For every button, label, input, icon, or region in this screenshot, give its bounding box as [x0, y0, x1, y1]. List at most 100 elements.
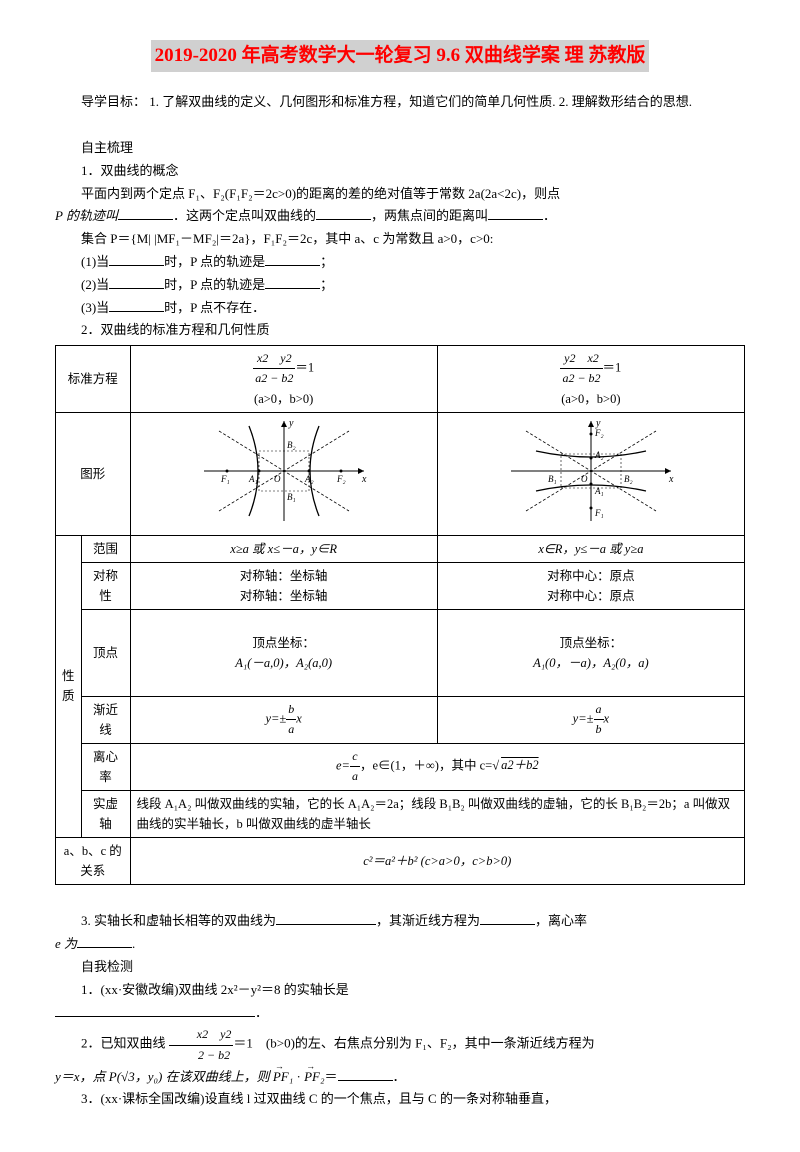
svg-text:F₂: F₂	[336, 474, 346, 484]
svg-text:B₂: B₂	[624, 474, 633, 484]
case-1: (1)当时，P 点的轨迹是；	[55, 252, 745, 273]
hyperbola-horizontal-icon: x y F₁ F₂ A₁ A₂ B₂ B₁ O	[199, 416, 369, 526]
blank	[480, 912, 535, 925]
svg-text:F₁: F₁	[594, 508, 604, 518]
cell-group: 性 质	[56, 535, 82, 837]
cell-label: 实虚轴	[81, 790, 130, 837]
cell: x∈R，y≤－a 或 y≥a	[437, 535, 744, 562]
blank	[109, 276, 164, 289]
text: 对称中心：原点	[547, 569, 635, 583]
svg-text:A₁: A₁	[248, 474, 258, 484]
set-line: 集合 P＝{M| |MF₁－MF₂|＝2a}，F₁F₂＝2c，其中 a、c 为常…	[55, 229, 745, 250]
fraction: ab	[594, 700, 604, 739]
cell-label: a、b、c 的关系	[56, 837, 131, 884]
svg-text:x: x	[668, 474, 674, 485]
intro: 导学目标： 1. 了解双曲线的定义、几何图形和标准方程，知道它们的简单几何性质.…	[55, 92, 745, 113]
blank	[338, 1068, 393, 1081]
text: ．	[255, 1005, 268, 1020]
num: a	[594, 700, 604, 720]
num: x2 y2	[169, 1025, 234, 1045]
svg-text:A₂: A₂	[594, 450, 604, 460]
text: ，离心率	[535, 913, 587, 928]
text: ，其渐近线方程为	[376, 913, 480, 928]
svg-text:B₁: B₁	[287, 492, 296, 502]
svg-text:O: O	[581, 474, 588, 484]
cell-equation: x2 y2a2 − b2＝1 (a>0，b>0)	[130, 346, 437, 412]
num: c	[350, 747, 360, 767]
table-row: 实虚轴 线段 A₁A₂ 叫做双曲线的实轴，它的长 A₁A₂＝2a；线段 B₁B₂…	[56, 790, 745, 837]
fraction: ca	[350, 747, 360, 786]
blank	[488, 207, 543, 220]
cell: 顶点坐标：A₁(－a,0)，A₂(a,0)	[130, 609, 437, 696]
text: 时，P 点不存在．	[164, 300, 265, 315]
blank	[118, 207, 173, 220]
concept-line-1: 平面内到两个定点 F₁、F₂(F₁F₂＝2c>0)的距离的差的绝对值等于常数 2…	[55, 184, 745, 205]
text: 2．已知双曲线	[81, 1036, 166, 1051]
text: y＝x，点 P(√3，y₀) 在该双曲线上，则	[55, 1069, 270, 1084]
dot: ·	[296, 1069, 300, 1084]
svg-text:F₁: F₁	[220, 474, 230, 484]
blank	[55, 1004, 255, 1017]
table-row: a、b、c 的关系 c²＝a²＋b² (c>a>0，c>b>0)	[56, 837, 745, 884]
text: 对称轴：坐标轴	[240, 569, 328, 583]
question-2b: y＝x，点 P(√3，y₀) 在该双曲线上，则 PF₁ · PF₂＝．	[55, 1067, 745, 1088]
text: ＝1 (b>0)的左、右焦点分别为 F₁、F₂，其中一条渐近线方程为	[233, 1036, 594, 1051]
hyperbola-vertical-icon: x y F₂ F₁ A₂ A₁ B₁ B₂ O	[506, 416, 676, 526]
title-wrap: 2019-2020 年高考数学大一轮复习 9.6 双曲线学案 理 苏教版	[55, 40, 745, 90]
cell-label: 顶点	[81, 609, 130, 696]
cell-label: 渐近线	[81, 696, 130, 743]
text: 3. 实轴长和虚轴长相等的双曲线为	[81, 913, 276, 928]
blank	[109, 299, 164, 312]
svg-text:A₂: A₂	[304, 474, 314, 484]
text: .	[132, 936, 135, 951]
text: 时，P 点的轨迹是	[164, 277, 265, 292]
table-row: 顶点 顶点坐标：A₁(－a,0)，A₂(a,0) 顶点坐标：A₁(0，－a)，A…	[56, 609, 745, 696]
svg-text:B₁: B₁	[548, 474, 557, 484]
table-row: 渐近线 y=±bax y=±abx	[56, 696, 745, 743]
cell-label: 范围	[81, 535, 130, 562]
den: a	[286, 720, 296, 739]
cell: y=±bax	[130, 696, 437, 743]
text: ．这两个定点叫双曲线的	[173, 208, 316, 223]
num: b	[286, 700, 296, 720]
item-3: 3. 实轴长和虚轴长相等的双曲线为 ，其渐近线方程为 ，离心率	[55, 911, 745, 932]
cell: y=±abx	[437, 696, 744, 743]
item-3b: e 为.	[55, 934, 745, 955]
text: e 为	[55, 936, 77, 951]
fraction: x2 y2a2 − b2	[253, 349, 295, 388]
cell: 顶点坐标：A₁(0，－a)，A₂(0，a)	[437, 609, 744, 696]
vector-pf2: PF₂	[304, 1069, 324, 1084]
table-row: 标准方程 x2 y2a2 − b2＝1 (a>0，b>0) y2 x2a2 − …	[56, 346, 745, 412]
text: (2)当	[81, 277, 109, 292]
svg-text:O: O	[274, 474, 281, 484]
den: 2 − b2	[169, 1046, 234, 1065]
text: (3)当	[81, 300, 109, 315]
text: e=	[336, 758, 350, 772]
section-heading: 自主梳理	[55, 138, 745, 159]
text: 时，P 点的轨迹是	[164, 254, 265, 269]
text: 对称轴：坐标轴	[240, 589, 328, 603]
text: ＝1	[603, 361, 622, 375]
blank	[109, 253, 164, 266]
table-row: 离心率 e=ca，e∈(1，＋∞)，其中 c=√a2＋b2	[56, 743, 745, 790]
case-3: (3)当 时，P 点不存在．	[55, 298, 745, 319]
page-title: 2019-2020 年高考数学大一轮复习 9.6 双曲线学案 理 苏教版	[151, 40, 650, 72]
case-2: (2)当 时，P 点的轨迹是 ；	[55, 275, 745, 296]
text: ．	[543, 208, 556, 223]
cell-graph: x y F₂ F₁ A₂ A₁ B₁ B₂ O	[437, 412, 744, 535]
question-1: 1．(xx·安徽改编)双曲线 2x²－y²＝8 的实轴长是	[55, 980, 745, 1001]
blank	[276, 912, 376, 925]
table-row: 性 质 范围 x≥a 或 x≤－a，y∈R x∈R，y≤－a 或 y≥a	[56, 535, 745, 562]
text: 顶点坐标：	[252, 636, 315, 650]
text: P 的轨迹叫	[55, 208, 118, 223]
text: x	[604, 711, 610, 725]
subsection: 2．双曲线的标准方程和几何性质	[55, 320, 745, 341]
question-1-blank: ．	[55, 1003, 745, 1024]
cell: e=ca，e∈(1，＋∞)，其中 c=√a2＋b2	[130, 743, 744, 790]
sqrt: a2＋b2	[499, 758, 539, 772]
table-row: 对称性 对称轴：坐标轴对称轴：坐标轴 对称中心：原点对称中心：原点	[56, 562, 745, 609]
svg-text:B₂: B₂	[287, 440, 296, 450]
cell: 对称轴：坐标轴对称轴：坐标轴	[130, 562, 437, 609]
text: ；	[320, 277, 333, 292]
cell-graph: x y F₁ F₂ A₁ A₂ B₂ B₁ O	[130, 412, 437, 535]
